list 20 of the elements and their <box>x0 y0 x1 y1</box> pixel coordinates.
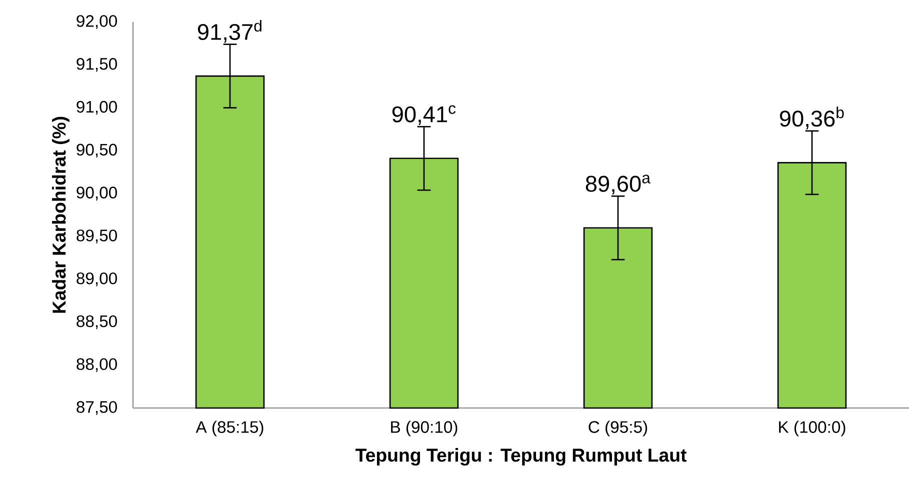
y-tick-label: 87,50 <box>76 401 117 415</box>
y-tick-label: 88,50 <box>76 315 117 330</box>
x-axis-title: Tepung Terigu : Tepung Rumput Laut <box>355 448 687 466</box>
y-axis-title: Kadar Karbohidrat (%) <box>52 116 70 313</box>
data-label: 89,60$^{a}$ <box>586 174 650 195</box>
data-label: 91,37$^{d}$ <box>198 20 262 43</box>
y-tick-label: 90,50 <box>76 144 117 158</box>
y-tick-label: 89,00 <box>76 272 117 286</box>
y-tick-label: 91,00 <box>76 100 117 115</box>
x-tick-label: C (95:5) <box>588 420 648 436</box>
y-tick-label: 91,50 <box>76 58 117 72</box>
y-tick-label: 92,00 <box>76 15 117 29</box>
y-tick-label: 88,00 <box>76 358 117 372</box>
x-tick-label: B (90:10) <box>391 420 458 436</box>
data-label: 90,36$^{b}$ <box>780 106 844 130</box>
y-tick-label: 89,50 <box>76 230 117 244</box>
x-tick-label: A (85:15) <box>196 420 264 436</box>
data-label: 90,41$^{c}$ <box>392 105 456 126</box>
y-tick-label: 90,00 <box>76 186 117 200</box>
x-tick-label: K (100:0) <box>779 420 846 436</box>
